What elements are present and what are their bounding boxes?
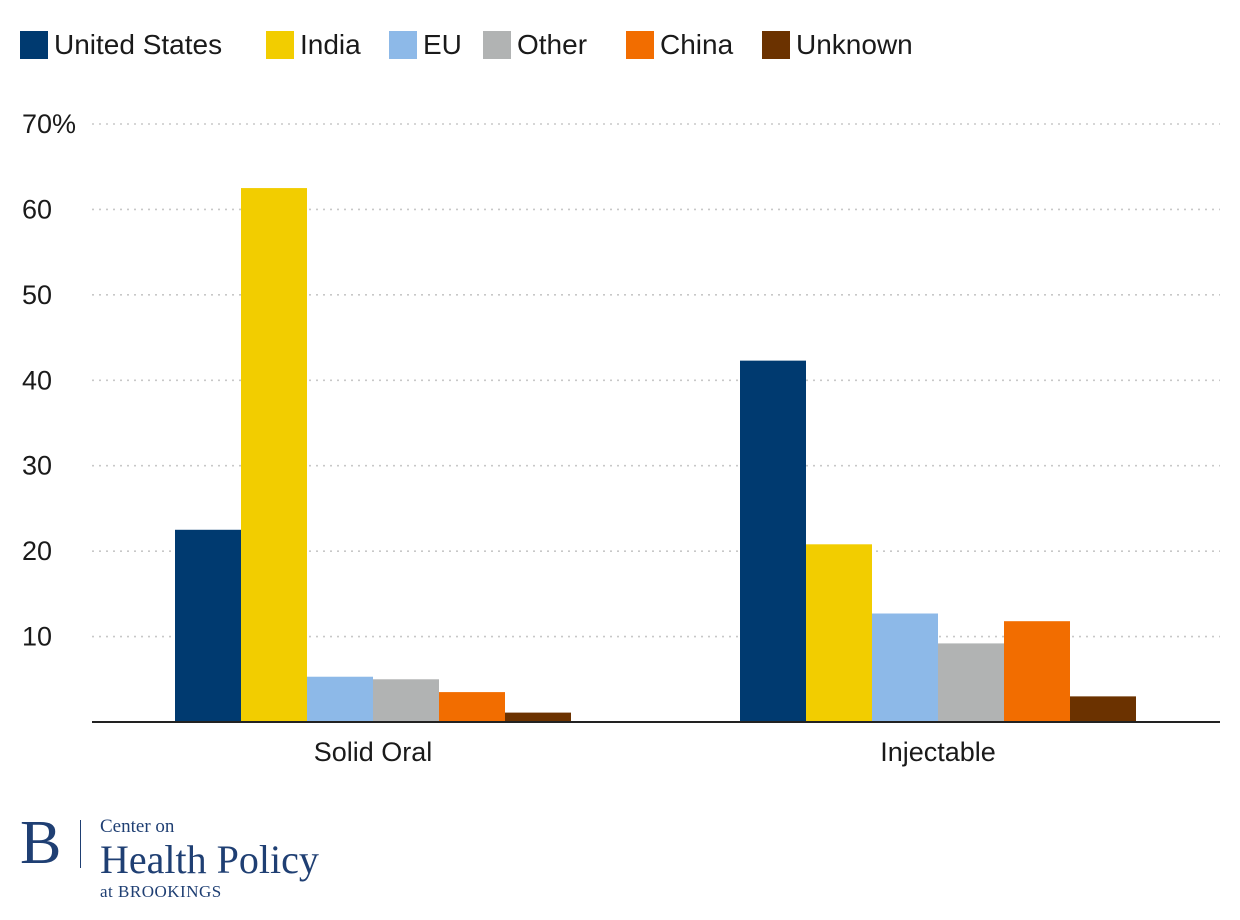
y-tick-label: 10 (22, 622, 52, 652)
legend-swatch (626, 31, 654, 59)
y-tick-label: 70% (22, 109, 76, 139)
x-category-label: Solid Oral (314, 737, 433, 767)
bar (1070, 696, 1136, 722)
bar (505, 712, 571, 722)
legend-swatch (20, 31, 48, 59)
logo-line-2: Health Policy (100, 837, 319, 882)
logo-line-3: at BROOKINGS (100, 882, 222, 901)
y-tick-label: 30 (22, 451, 52, 481)
y-tick-label: 40 (22, 365, 52, 395)
brookings-logo: B Center on Health Policy at BROOKINGS (20, 812, 380, 902)
bar (307, 676, 373, 722)
bar (373, 679, 439, 722)
y-tick-label: 20 (22, 536, 52, 566)
legend-label: India (300, 29, 361, 60)
legend-label: United States (54, 29, 222, 60)
x-category-label: Injectable (880, 737, 996, 767)
legend-swatch (483, 31, 511, 59)
y-tick-label: 60 (22, 194, 52, 224)
bar (740, 360, 806, 722)
logo-divider (80, 820, 81, 868)
legend-label: Unknown (796, 29, 913, 60)
bar (872, 613, 938, 722)
legend-swatch (266, 31, 294, 59)
bar (938, 643, 1004, 722)
legend: United States India EU Other China Unknown (20, 29, 913, 60)
bar (439, 692, 505, 722)
bar (241, 188, 307, 723)
y-axis-ticks: 10 20 30 40 50 60 70% (22, 109, 76, 652)
legend-swatch (389, 31, 417, 59)
bar-chart: United States India EU Other China Unknown 10… (20, 29, 1220, 767)
bar (175, 529, 241, 722)
logo-line-1: Center on (100, 816, 175, 837)
legend-label: Other (517, 29, 587, 60)
bars (175, 188, 1136, 723)
legend-label: EU (423, 29, 462, 60)
legend-swatch (762, 31, 790, 59)
bar (806, 544, 872, 722)
logo-letter: B (20, 809, 62, 877)
x-axis-categories: Solid Oral Injectable (314, 737, 996, 767)
bar (1004, 621, 1070, 722)
legend-label: China (660, 29, 734, 60)
y-tick-label: 50 (22, 280, 52, 310)
